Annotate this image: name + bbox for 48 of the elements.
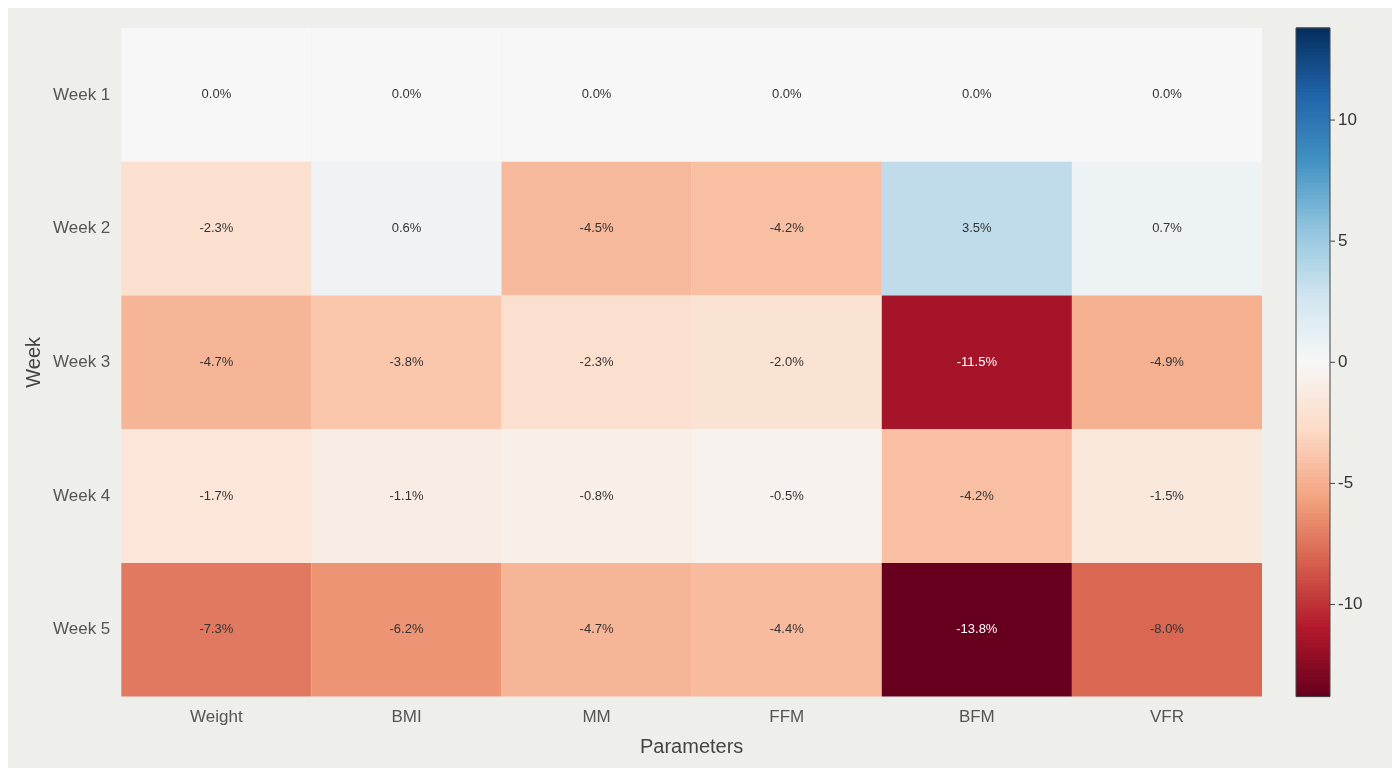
- data-label: -4.2%: [769, 220, 805, 236]
- data-label: 0.0%: [962, 86, 993, 102]
- data-label: -4.7%: [199, 353, 234, 369]
- x-tick-label: VFR: [1149, 707, 1184, 727]
- y-tick-label: Week 4: [53, 485, 111, 505]
- data-label: 0.7%: [1152, 220, 1183, 236]
- color-bar-label: 0: [1338, 351, 1348, 371]
- data-label: -4.2%: [959, 487, 995, 503]
- color-bar-label: 5: [1338, 230, 1348, 250]
- data-label: -8.0%: [1149, 621, 1185, 637]
- data-label: -2.3%: [199, 220, 234, 236]
- data-label: -6.2%: [389, 621, 424, 637]
- data-label: 0.6%: [391, 220, 422, 236]
- data-label: -0.8%: [579, 487, 615, 503]
- x-tick-label: Weight: [190, 707, 243, 727]
- y-axis-title: Week: [21, 335, 44, 388]
- y-tick-label: Week 5: [53, 619, 111, 639]
- data-label: -3.8%: [389, 353, 424, 369]
- data-label: 3.5%: [962, 220, 993, 236]
- data-label: 0.0%: [771, 86, 802, 102]
- y-tick-label: Week 3: [53, 351, 111, 371]
- data-label: -1.1%: [389, 487, 424, 503]
- color-bar-label: -10: [1338, 594, 1363, 614]
- x-tick-label: BFM: [958, 707, 995, 727]
- data-label: -2.3%: [579, 353, 615, 369]
- y-tick-label: Week 1: [53, 84, 111, 104]
- data-label: -11.5%: [956, 353, 998, 369]
- data-label: -4.9%: [1149, 353, 1185, 369]
- color-bar-label: 10: [1338, 109, 1357, 129]
- data-label: -7.3%: [199, 621, 234, 637]
- data-label: -1.5%: [1149, 487, 1185, 503]
- x-tick-label: FFM: [769, 707, 805, 727]
- x-tick-label: MM: [582, 707, 611, 727]
- color-bar-label: -5: [1338, 473, 1354, 493]
- data-label: -4.4%: [769, 621, 805, 637]
- data-label: -4.7%: [579, 621, 615, 637]
- data-label: 0.0%: [391, 86, 422, 102]
- data-label: 0.0%: [1152, 86, 1183, 102]
- x-axis-title: Parameters: [639, 734, 744, 757]
- data-label: -13.8%: [956, 621, 998, 637]
- data-label: -2.0%: [769, 353, 805, 369]
- x-tick-label: BMI: [391, 707, 422, 727]
- data-label: -1.7%: [199, 487, 234, 503]
- data-label: 0.0%: [201, 86, 232, 102]
- data-label: -4.5%: [579, 220, 615, 236]
- data-label: 0.0%: [581, 86, 612, 102]
- y-tick-label: Week 2: [53, 218, 111, 238]
- data-label: -0.5%: [769, 487, 805, 503]
